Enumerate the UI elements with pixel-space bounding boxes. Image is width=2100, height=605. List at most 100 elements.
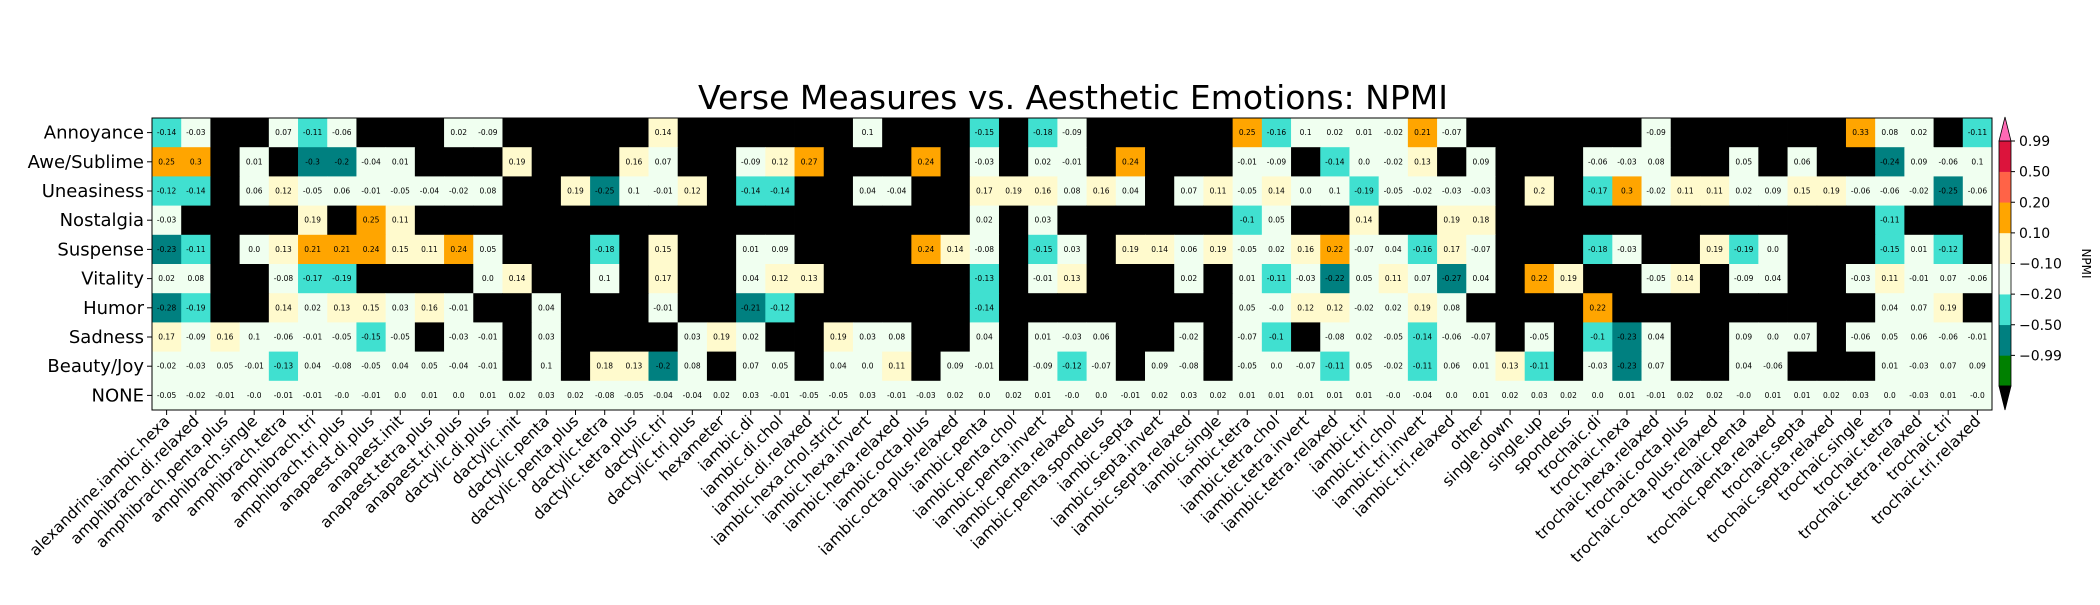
heatmap-cell: [473, 147, 503, 177]
cell-value-label: -0.2: [335, 157, 350, 166]
heatmap-cell: [1291, 293, 1321, 323]
heatmap-cell: [1962, 380, 1993, 411]
cell-value-label: -0.09: [1033, 362, 1053, 371]
cell-value-label: 0.01: [1034, 391, 1051, 400]
heatmap-cell: [1115, 351, 1146, 382]
cell-value-label: 0.01: [1881, 362, 1898, 371]
cell-value-label: 0.1: [1300, 128, 1312, 137]
cell-value-label: 0.05: [1356, 274, 1373, 283]
colorbar-tick-label: −0.20: [2019, 287, 2062, 303]
cell-value-label: -0.09: [478, 128, 498, 137]
heatmap-cell: [531, 380, 562, 411]
heatmap-cell: [1962, 147, 1993, 177]
heatmap-cell: [940, 205, 971, 236]
heatmap-cell: [794, 322, 825, 352]
cell-value-label: -0.24: [1880, 157, 1900, 166]
heatmap-cell: [911, 380, 941, 411]
cell-value-label: 0.1: [599, 274, 611, 283]
cell-value-label: -0.01: [303, 391, 323, 400]
heatmap-cell: [1349, 264, 1380, 294]
heatmap-cell: [765, 147, 795, 177]
heatmap-cell: [1203, 176, 1234, 206]
cell-value-label: -0.07: [1442, 128, 1462, 137]
cell-value-label: 0.06: [246, 187, 263, 196]
heatmap-cell: [152, 293, 182, 323]
heatmap-cell: [1320, 147, 1350, 177]
heatmap-cell: [1174, 205, 1204, 236]
heatmap-cell: [1553, 322, 1584, 352]
heatmap-cell: [1904, 264, 1934, 294]
cell-value-label: 0.12: [684, 187, 701, 196]
heatmap-cell: [1466, 293, 1496, 323]
cell-value-label: 0.07: [1940, 274, 1957, 283]
cell-value-label: 0.19: [1005, 187, 1022, 196]
heatmap-cell: [1933, 264, 1964, 294]
heatmap-cell: [1320, 380, 1350, 411]
cell-value-label: 0.0: [1592, 391, 1604, 400]
heatmap-cell: [1699, 205, 1730, 236]
cell-value-label: 0.06: [1794, 157, 1811, 166]
heatmap-cell: [1028, 293, 1058, 323]
heatmap-cell: [706, 147, 737, 177]
cell-value-label: 0.3: [1621, 187, 1633, 196]
heatmap-cell: [1407, 380, 1438, 411]
heatmap-cell: [1028, 147, 1058, 177]
heatmap-cell: [1145, 147, 1175, 177]
cell-value-label: -0.09: [1646, 128, 1666, 137]
cell-value-label: 0.07: [742, 362, 759, 371]
heatmap-cell: [1729, 118, 1759, 148]
heatmap-cell: [1378, 380, 1409, 411]
cell-value-label: -0.3: [305, 157, 320, 166]
cell-value-label: 0.04: [392, 362, 409, 371]
cell-value-label: -0.01: [1121, 391, 1141, 400]
cell-value-label: -0.03: [1909, 391, 1929, 400]
row-label: Uneasiness: [42, 181, 144, 202]
cell-value-label: -0.12: [770, 303, 790, 312]
heatmap-cell: [1466, 147, 1496, 177]
cell-value-label: 0.15: [1794, 187, 1811, 196]
heatmap-cell: [268, 322, 299, 352]
heatmap-cell: [794, 264, 825, 294]
heatmap-cell: [677, 176, 708, 206]
colorbar-segment: [1999, 202, 2011, 234]
heatmap-cell: [1320, 118, 1350, 148]
cell-value-label: -0.03: [1909, 362, 1929, 371]
cell-value-label: 0.1: [628, 187, 640, 196]
heatmap-cell: [1670, 351, 1701, 382]
heatmap-cell: [1524, 118, 1555, 148]
heatmap-cell: [560, 147, 591, 177]
heatmap-cell: [1495, 147, 1526, 177]
cell-value-label: -0.09: [1062, 128, 1082, 137]
cell-value-label: 0.19: [1940, 303, 1957, 312]
heatmap-cell: [1495, 176, 1526, 206]
heatmap-cell: [1291, 380, 1321, 411]
heatmap-cell: [1553, 205, 1584, 236]
heatmap-cell: [1261, 118, 1292, 148]
heatmap-cell: [239, 264, 270, 294]
cell-value-label: -0.11: [1267, 274, 1287, 283]
heatmap-cell: [736, 380, 766, 411]
heatmap-cell: [736, 293, 766, 323]
heatmap-cell: [152, 234, 182, 265]
cell-value-label: -0.1: [1240, 216, 1255, 225]
cell-value-label: -0.19: [1734, 245, 1754, 254]
cell-value-label: -0.08: [975, 245, 995, 254]
cell-value-label: 0.13: [1064, 274, 1081, 283]
cell-value-label: -0.22: [1325, 274, 1345, 283]
heatmap-cell: [1086, 205, 1117, 236]
cell-value-label: 0.13: [1502, 362, 1519, 371]
heatmap-cell: [1875, 118, 1905, 148]
heatmap-cell: [1437, 205, 1467, 236]
heatmap-cell: [1524, 322, 1555, 352]
heatmap-cell: [677, 147, 708, 177]
cell-value-label: -0.14: [1413, 333, 1433, 342]
heatmap-cell: [414, 264, 445, 294]
cell-value-label: -0.03: [1062, 333, 1082, 342]
heatmap-cell: [1787, 380, 1818, 411]
heatmap-cell: [502, 147, 533, 177]
heatmap-cell: [1378, 264, 1409, 294]
cell-value-label: 0.04: [742, 274, 759, 283]
heatmap-cell: [940, 322, 971, 352]
cell-value-label: 0.25: [363, 216, 380, 225]
cell-value-label: 0.04: [830, 362, 847, 371]
